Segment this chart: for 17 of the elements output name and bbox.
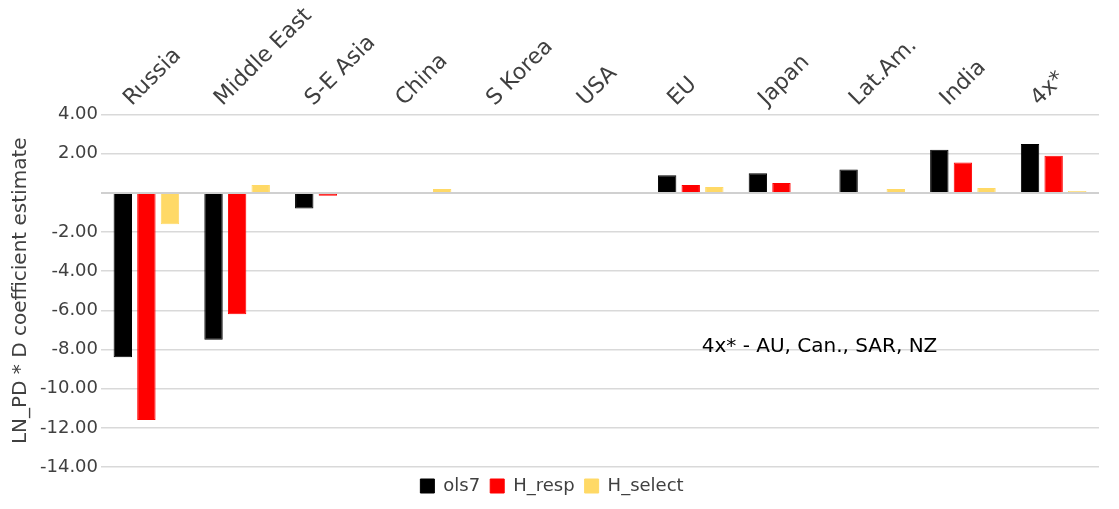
y-tick-label: -8.00 — [51, 337, 99, 359]
y-axis-title: LN_PD * D coefficient estimate — [7, 137, 32, 445]
legend-label: H_resp — [513, 473, 575, 496]
y-tick-label: -12.00 — [39, 415, 99, 437]
y-tick-label: -14.00 — [39, 454, 99, 476]
x-tick-label: USA — [571, 59, 622, 110]
y-tick-label: 2.00 — [57, 141, 99, 163]
x-tick-label: EU — [661, 70, 701, 110]
y-tick-label: 4.00 — [57, 102, 99, 124]
y-tick-label: -6.00 — [51, 298, 99, 320]
legend-label: ols7 — [443, 473, 481, 495]
legend-label: H_select — [607, 473, 684, 496]
y-tick-label: -2.00 — [51, 219, 99, 241]
annotation: 4x* - AU, Can., SAR, NZ — [701, 333, 938, 358]
x-tick-label: 4x* — [1024, 65, 1070, 110]
y-tick-label: -10.00 — [39, 376, 99, 398]
y-tick-label: -4.00 — [51, 258, 99, 280]
